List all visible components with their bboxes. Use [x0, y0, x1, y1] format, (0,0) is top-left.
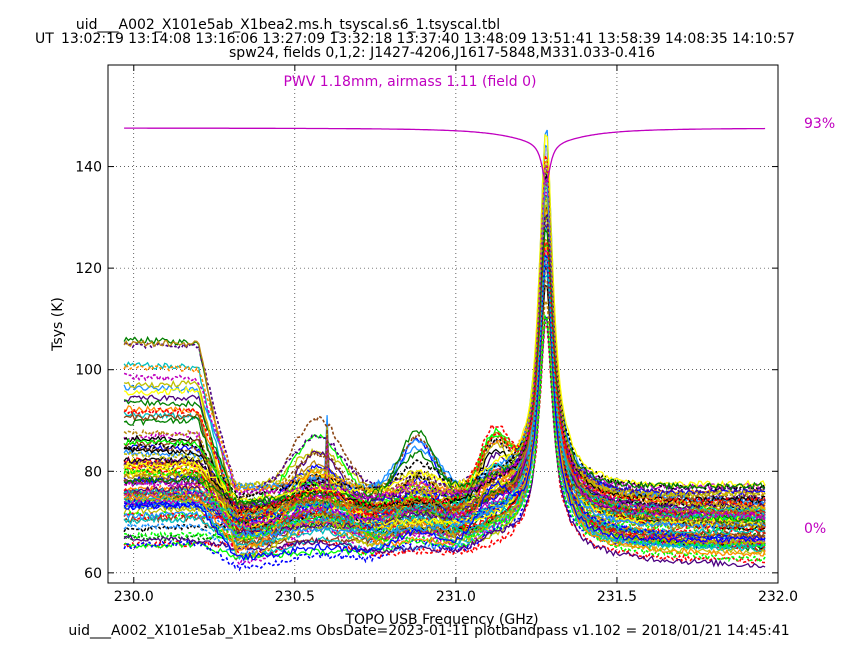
ut-time-2: 13:16:06 [195, 31, 258, 47]
tsys-series-line [123, 264, 766, 534]
tsys-series-line [123, 241, 766, 548]
x-tick-label: 231.5 [597, 589, 637, 605]
ut-time-10: 14:10:57 [732, 31, 795, 47]
pwv-annotation: PWV 1.18mm, airmass 1.11 (field 0) [283, 74, 536, 90]
atm-transmission-line [124, 127, 766, 184]
tsys-series-line [123, 164, 766, 521]
tsys-series-line [123, 218, 766, 509]
y-tick-label: 100 [75, 363, 102, 379]
x-tick-label: 230.5 [275, 589, 315, 605]
x-tick-label: 232.0 [758, 589, 798, 605]
tsys-series-line [123, 214, 766, 502]
tsys-series-line [123, 178, 766, 536]
atm-label-bottom: 0% [804, 521, 826, 537]
tsys-series-line [123, 209, 766, 512]
ut-time-9: 14:08:35 [665, 31, 728, 47]
ut-time-4: 13:32:18 [329, 31, 392, 47]
atm-label-top: 93% [804, 116, 835, 132]
ut-time-8: 13:58:39 [598, 31, 661, 47]
tsys-series-line [123, 279, 766, 530]
plot-frame [107, 64, 779, 584]
ut-label: UT [35, 31, 54, 47]
chart-filename: uid___A002_X101e5ab_X1bea2.ms.h_tsyscal.… [76, 17, 500, 33]
tsys-series-line [123, 207, 766, 557]
tsys-series-line [123, 315, 766, 569]
tsys-series-line [123, 240, 766, 515]
tsys-series-line [123, 158, 766, 513]
tsys-series-line [123, 214, 766, 524]
y-tick-label: 120 [75, 261, 102, 277]
ut-time-1: 13:14:08 [128, 31, 191, 47]
tsys-series-line [123, 227, 766, 506]
y-axis-label: Tsys (K) [50, 297, 66, 352]
y-tick-label: 80 [84, 464, 102, 480]
ut-times: 13:02:19 13:14:08 13:16:06 13:27:09 13:32:18… [61, 31, 795, 47]
ut-time-5: 13:37:40 [397, 31, 460, 47]
x-axis-label: TOPO USB Frequency (GHz) [344, 612, 538, 628]
tsys-series-line [123, 245, 766, 550]
ut-time-6: 13:48:09 [464, 31, 527, 47]
tsys-series-line [123, 165, 766, 500]
tsys-series-group [123, 129, 766, 572]
ut-time-7: 13:51:41 [531, 31, 594, 47]
y-tick-label: 140 [75, 160, 102, 176]
tsys-series-line [123, 154, 766, 524]
tsys-series-line [123, 250, 766, 558]
tsys-series-line [123, 196, 766, 559]
footer-info: uid___A002_X101e5ab_X1bea2.ms ObsDate=20… [68, 623, 789, 639]
tsys-series-line [123, 190, 766, 529]
y-tick-label: 60 [84, 566, 102, 582]
tsys-series-line [123, 254, 766, 562]
ut-time-0: 13:02:19 [61, 31, 124, 47]
ut-time-3: 13:27:09 [262, 31, 325, 47]
x-tick-label: 231.0 [436, 589, 476, 605]
tsys-series-line [123, 256, 766, 532]
x-tick-label: 230.0 [114, 589, 154, 605]
tsys-series-line [123, 133, 766, 503]
spw-fields-line: spw24, fields 0,1,2: J1427-4206,J1617-58… [229, 45, 655, 61]
axis-ticks: 230.0 230.5 231.0 231.5 232.0 60 80 100 120 140 [75, 65, 798, 605]
